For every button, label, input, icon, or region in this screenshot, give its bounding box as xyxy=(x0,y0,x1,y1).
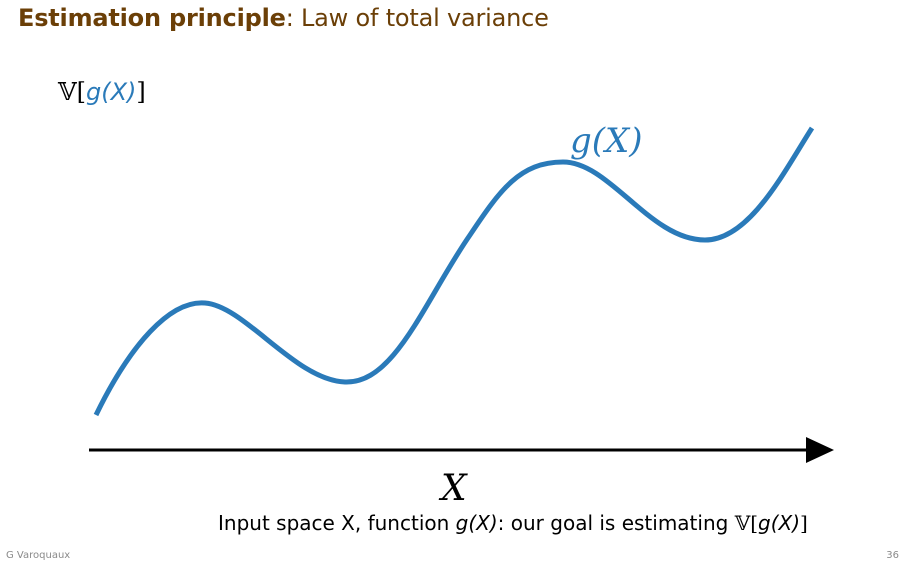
x-axis-label: X xyxy=(438,468,468,509)
caption-var-prefix: 𝕍[ xyxy=(734,511,759,535)
caption-func: g(X) xyxy=(455,511,498,535)
caption-part1: Input space X, function xyxy=(218,511,456,535)
variance-func: g(X) xyxy=(85,78,137,106)
slide-title-bold: Estimation principle xyxy=(18,4,286,32)
g-curve xyxy=(93,126,815,417)
curve-label: g(X) xyxy=(570,121,643,161)
footer-page-number: 36 xyxy=(886,550,899,561)
slide-title-rest: : Law of total variance xyxy=(285,4,549,32)
x-axis-arrowhead xyxy=(806,437,834,463)
footer-author: G Varoquaux xyxy=(6,550,71,561)
slide-caption: Input space X, function g(X): our goal i… xyxy=(218,511,808,535)
caption-part2: : our goal is estimating xyxy=(497,511,735,535)
caption-var-suffix: ] xyxy=(800,511,808,535)
variance-suffix: ] xyxy=(136,78,146,106)
caption-var-func: g(X) xyxy=(758,511,801,535)
variance-prefix: 𝕍[ xyxy=(58,78,86,106)
variance-axis-label: 𝕍[g(X)] xyxy=(58,78,146,106)
slide-title: Estimation principle: Law of total varia… xyxy=(18,4,549,32)
